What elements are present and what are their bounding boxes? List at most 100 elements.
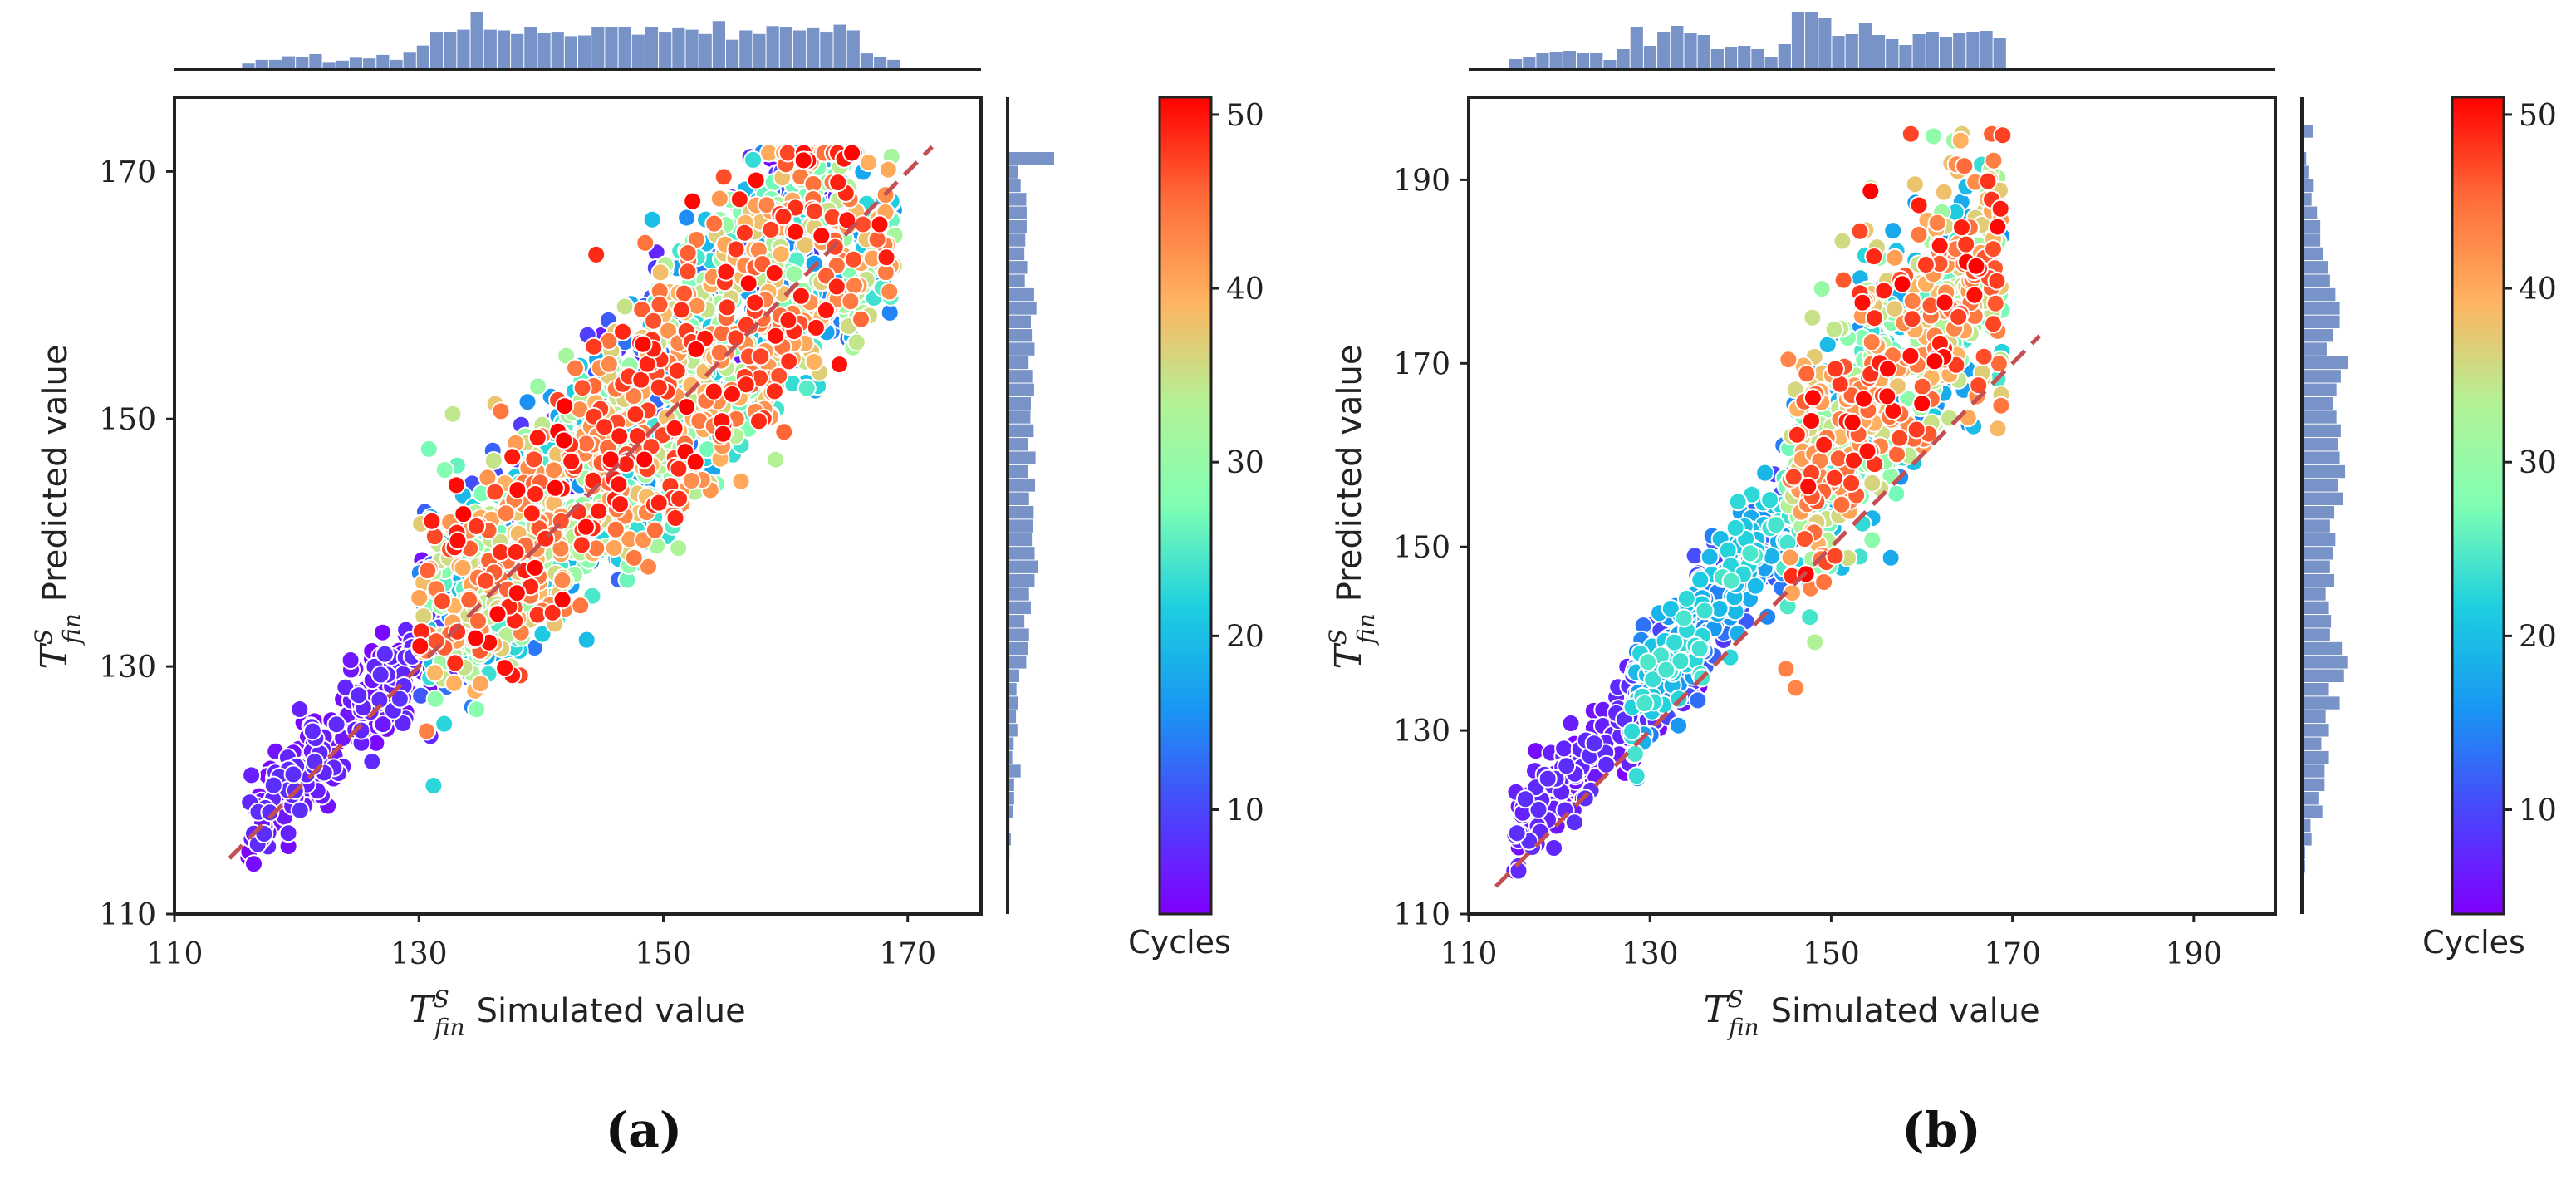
scatter-point	[1949, 307, 1969, 327]
scatter-point	[448, 531, 468, 551]
scatter-point	[610, 426, 630, 446]
scatter-point	[624, 386, 644, 406]
histogram-bar	[1008, 669, 1019, 682]
histogram-bar	[2302, 479, 2338, 492]
scatter-point	[393, 714, 413, 733]
colorbar-gradient	[1158, 96, 1213, 916]
scatter-point	[410, 636, 430, 656]
scatter-point	[1985, 293, 2005, 313]
histogram-bar	[2302, 356, 2348, 370]
scatter-point	[260, 803, 280, 823]
histogram-bar	[2302, 805, 2323, 818]
y-tick-label: 110	[99, 898, 156, 932]
scatter-point	[1812, 279, 1832, 299]
histogram-bar	[1008, 615, 1025, 628]
scatter-point	[577, 630, 596, 650]
scatter-point	[1833, 231, 1852, 251]
scatter-point	[812, 226, 832, 246]
scatter-point	[1627, 766, 1646, 786]
scatter-point	[572, 378, 592, 398]
histogram-bar	[1008, 193, 1027, 206]
scatter-point	[1885, 299, 1905, 319]
scatter-point	[677, 208, 697, 228]
scatter-point	[779, 351, 799, 371]
histogram-bar	[1008, 165, 1018, 179]
y-tick-label: 130	[99, 651, 156, 685]
histogram-bar	[403, 52, 416, 70]
scatter-point	[595, 417, 615, 437]
scatter-point	[1805, 632, 1825, 652]
scatter-point	[806, 317, 826, 337]
histogram-bar	[1008, 737, 1014, 750]
histogram-bar	[551, 32, 564, 70]
scatter-point	[448, 622, 468, 641]
scatter-point	[467, 516, 486, 536]
histogram-bar	[1858, 23, 1872, 70]
scatter-point	[685, 452, 705, 472]
scatter-point	[491, 401, 511, 421]
scatter-point	[828, 173, 848, 193]
scatter-point	[644, 311, 664, 331]
scatter-point	[1862, 332, 1882, 352]
scatter-point	[1916, 255, 1936, 274]
histogram-bar	[470, 12, 483, 70]
histogram-bar	[779, 27, 792, 70]
scatter-point	[1887, 445, 1906, 464]
scatter-point	[518, 392, 537, 412]
scatter-point	[1776, 659, 1796, 679]
scatter-point	[1965, 285, 1985, 305]
scatter-point	[1797, 364, 1817, 384]
histogram-bar	[2302, 506, 2335, 519]
colorbar-tick-label: 30	[2519, 446, 2557, 480]
histogram-bar	[631, 34, 645, 70]
histogram-bar	[1008, 206, 1027, 219]
scatter-point	[373, 715, 393, 735]
x-tick-label: 110	[1440, 937, 1498, 971]
histogram-bar	[833, 24, 846, 70]
plot-frame	[173, 96, 983, 916]
scatter-point	[859, 153, 878, 173]
scatter-point	[1990, 199, 2010, 219]
scatter-point	[507, 583, 527, 603]
histogram-bar	[2302, 274, 2330, 287]
histogram-bar	[1590, 53, 1603, 70]
histogram-bar	[860, 53, 874, 70]
scatter-point	[734, 223, 754, 243]
histogram-bar	[685, 29, 699, 70]
histogram-bar	[2302, 792, 2319, 805]
scatter-point	[1912, 394, 1932, 414]
scatter-point	[1974, 346, 1994, 366]
x-tick-labels: 110 130 150 170	[146, 914, 936, 971]
scatter-point	[283, 764, 303, 784]
histogram-bar	[2302, 261, 2328, 274]
histogram-bar	[1008, 287, 1034, 302]
scatter-point	[669, 538, 689, 558]
scatter-point	[731, 471, 751, 491]
histogram-bar	[2302, 179, 2314, 193]
scatter-point	[797, 378, 817, 398]
histogram-bar	[645, 27, 659, 70]
scatter-point	[642, 209, 662, 229]
scatter-point	[1671, 651, 1690, 671]
scatter-point	[609, 474, 629, 494]
histogram-bar	[1008, 261, 1028, 274]
histogram-bar	[1008, 383, 1034, 396]
histogram-bar	[1576, 53, 1590, 70]
colorbar-tick-label: 10	[2519, 794, 2557, 828]
scatter-point	[1638, 652, 1658, 672]
scatter-point	[1885, 248, 1905, 268]
histogram-bar	[1008, 424, 1034, 438]
y-tick-labels: 110 130 150 170	[99, 155, 174, 932]
histogram-bar	[659, 32, 672, 70]
right-marginal-histogram	[2302, 125, 2348, 873]
scatter-point	[1779, 350, 1798, 370]
scatter-point	[1798, 476, 1818, 496]
x-tick-label: 150	[1803, 937, 1860, 971]
histogram-bar	[1630, 27, 1643, 70]
scatter-point	[1758, 607, 1778, 626]
scatter-point	[846, 332, 866, 352]
scatter-point	[525, 558, 545, 577]
scatter-point	[627, 426, 647, 446]
histogram-bar	[524, 27, 537, 70]
